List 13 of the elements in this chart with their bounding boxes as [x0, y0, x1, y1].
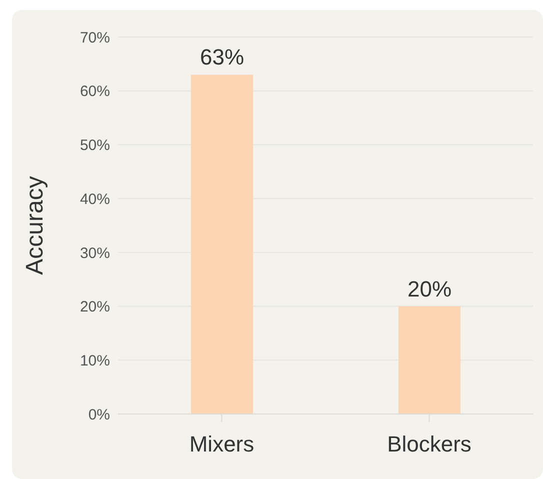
y-axis-title: Accuracy	[22, 176, 49, 275]
y-tick-label: 50%	[80, 137, 110, 154]
y-tick-label: 70%	[80, 29, 110, 46]
y-tick-label: 60%	[80, 83, 110, 100]
data-label: 63%	[200, 44, 244, 70]
data-label: 20%	[407, 276, 452, 302]
x-tick-label: Mixers	[189, 432, 254, 457]
y-tick-label: 0%	[88, 406, 110, 424]
y-tick-label: 30%	[80, 244, 110, 262]
x-tick-label: Blockers	[387, 432, 472, 457]
y-tick-label: 20%	[80, 298, 110, 316]
y-tick-label: 40%	[80, 190, 110, 208]
y-tick-label: 10%	[80, 352, 110, 370]
